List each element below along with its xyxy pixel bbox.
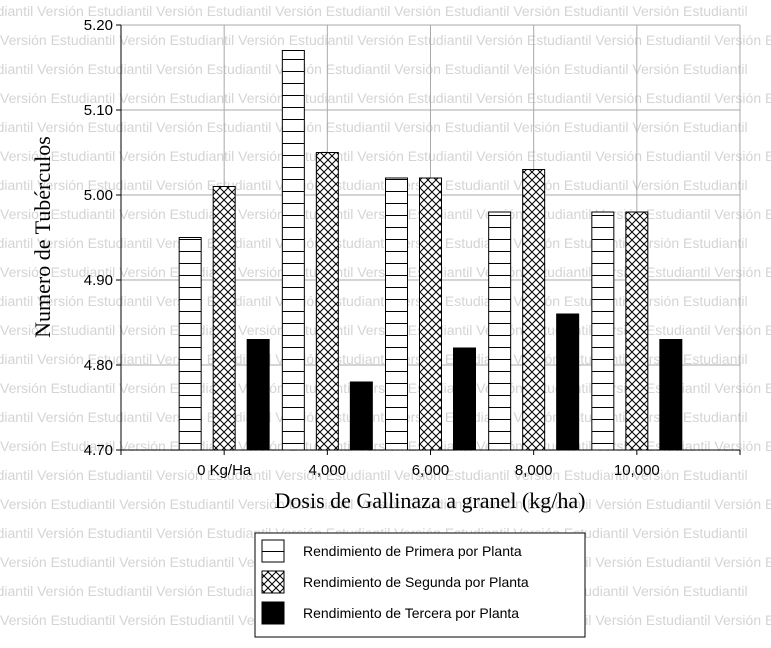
x-axis-label: Dosis de Gallinaza a granel (kg/ha)	[275, 488, 586, 513]
legend-swatch	[261, 601, 285, 625]
bar-crosshatch	[315, 152, 339, 451]
watermark-text: Versión Estudiantil Versión Estudiantil …	[0, 177, 748, 193]
legend-swatch	[261, 539, 285, 563]
y-tick-label: 5.20	[84, 17, 113, 34]
watermark-text: Versión Estudiantil Versión Estudiantil …	[0, 3, 748, 19]
y-tick-label: 4.90	[84, 272, 113, 289]
bar-crosshatch	[625, 211, 649, 451]
bar-crosshatch	[522, 169, 546, 451]
legend-label: Rendimiento de Segunda por Planta	[303, 574, 529, 590]
legend: Rendimiento de Primera por Planta Rendimi…	[254, 532, 586, 638]
watermark-text: Versión Estudiantil Versión Estudiantil …	[0, 61, 748, 77]
y-tick-label: 4.80	[84, 357, 113, 374]
watermark-text: Versión Estudiantil Versión Estudiantil …	[0, 148, 771, 164]
bar-horizontal-lines	[591, 211, 615, 451]
y-axis-label: Numero de Tubérculos	[30, 136, 55, 338]
bar-crosshatch	[212, 186, 236, 451]
legend-label: Rendimiento de Primera por Planta	[303, 543, 522, 559]
y-tick-label: 4.70	[84, 442, 113, 459]
watermark-text: Versión Estudiantil Versión Estudiantil …	[0, 119, 748, 135]
bar-solid-black	[556, 313, 580, 451]
bar-solid-black	[453, 347, 476, 451]
x-tick-label: 4,000	[309, 462, 347, 479]
legend-label: Rendimiento de Tercera por Planta	[303, 605, 519, 621]
bar-horizontal-lines	[178, 237, 202, 451]
watermark-text: Versión Estudiantil Versión Estudiantil …	[0, 467, 748, 483]
x-tick-label: 10,000	[614, 462, 660, 479]
x-tick-label: 6,000	[412, 462, 450, 479]
bar-solid-black	[246, 339, 270, 451]
legend-swatch	[261, 570, 285, 594]
bar-horizontal-lines	[488, 211, 512, 451]
bar-solid-black	[349, 381, 373, 451]
axes-layer: 4.70 4.80 4.90 5.00 5.10 5.20 0 Kg/Ha 4,000 6,00…	[30, 17, 741, 513]
watermark-text: Versión Estudiantil Versión Estudiantil …	[0, 90, 771, 106]
watermark-text: Versión Estudiantil Versión Estudiantil …	[0, 496, 771, 512]
x-tick-label: 0 Kg/Ha	[197, 462, 252, 479]
x-tick-label: 8,000	[515, 462, 553, 479]
y-tick-label: 5.10	[84, 102, 113, 119]
bar-horizontal-lines	[385, 177, 408, 451]
bar-crosshatch	[419, 177, 442, 451]
bar-solid-black	[659, 339, 683, 451]
watermark-text: Versión Estudiantil Versión Estudiantil …	[0, 32, 771, 48]
legend-box	[254, 532, 586, 638]
bar-horizontal-lines	[281, 50, 305, 451]
y-tick-label: 5.00	[84, 187, 113, 204]
